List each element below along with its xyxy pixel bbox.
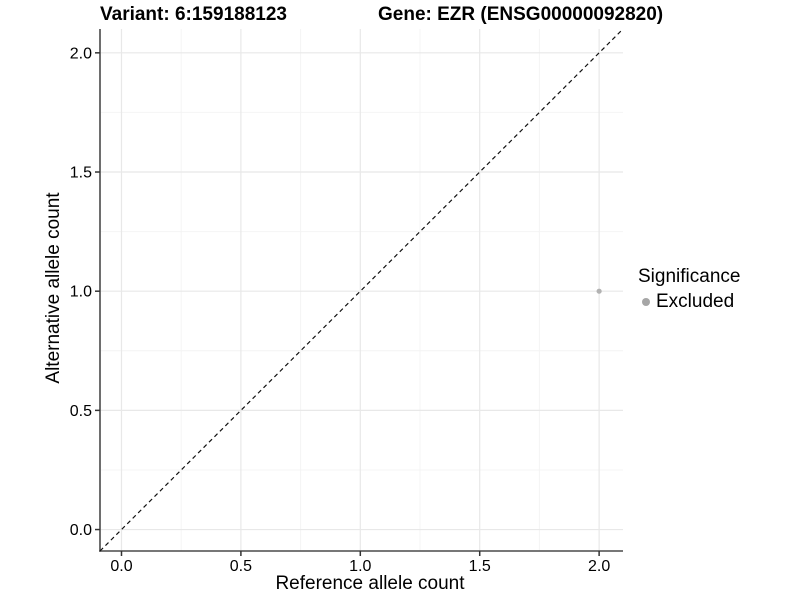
x-tick-label: 1.5 <box>469 558 491 575</box>
x-tick-label: 2.0 <box>588 558 610 575</box>
legend-item-excluded: Excluded <box>638 291 740 313</box>
legend-title: Significance <box>638 266 741 287</box>
y-tick-label: 0.0 <box>70 522 92 539</box>
plot-title-variant: Variant: 6:159188123 <box>100 4 287 25</box>
x-tick-label: 0.5 <box>230 558 252 575</box>
excluded-point-icon <box>642 298 650 306</box>
plot-title-gene: Gene: EZR (ENSG00000092820) <box>378 4 664 25</box>
data-point-excluded <box>596 288 602 294</box>
x-tick-label: 1.0 <box>349 558 371 575</box>
y-axis-title: Alternative allele count <box>43 192 64 384</box>
y-tick-label: 1.5 <box>70 165 92 182</box>
legend: Significance Excluded <box>638 266 740 313</box>
legend-item-label: Excluded <box>656 291 735 312</box>
identity-reference-line <box>99 28 624 552</box>
y-tick-label: 0.5 <box>70 403 92 420</box>
y-tick-label: 1.0 <box>70 284 92 301</box>
y-tick-label: 2.0 <box>70 45 92 62</box>
x-axis-title: Reference allele count <box>275 573 465 594</box>
x-tick-label: 0.0 <box>110 558 132 575</box>
